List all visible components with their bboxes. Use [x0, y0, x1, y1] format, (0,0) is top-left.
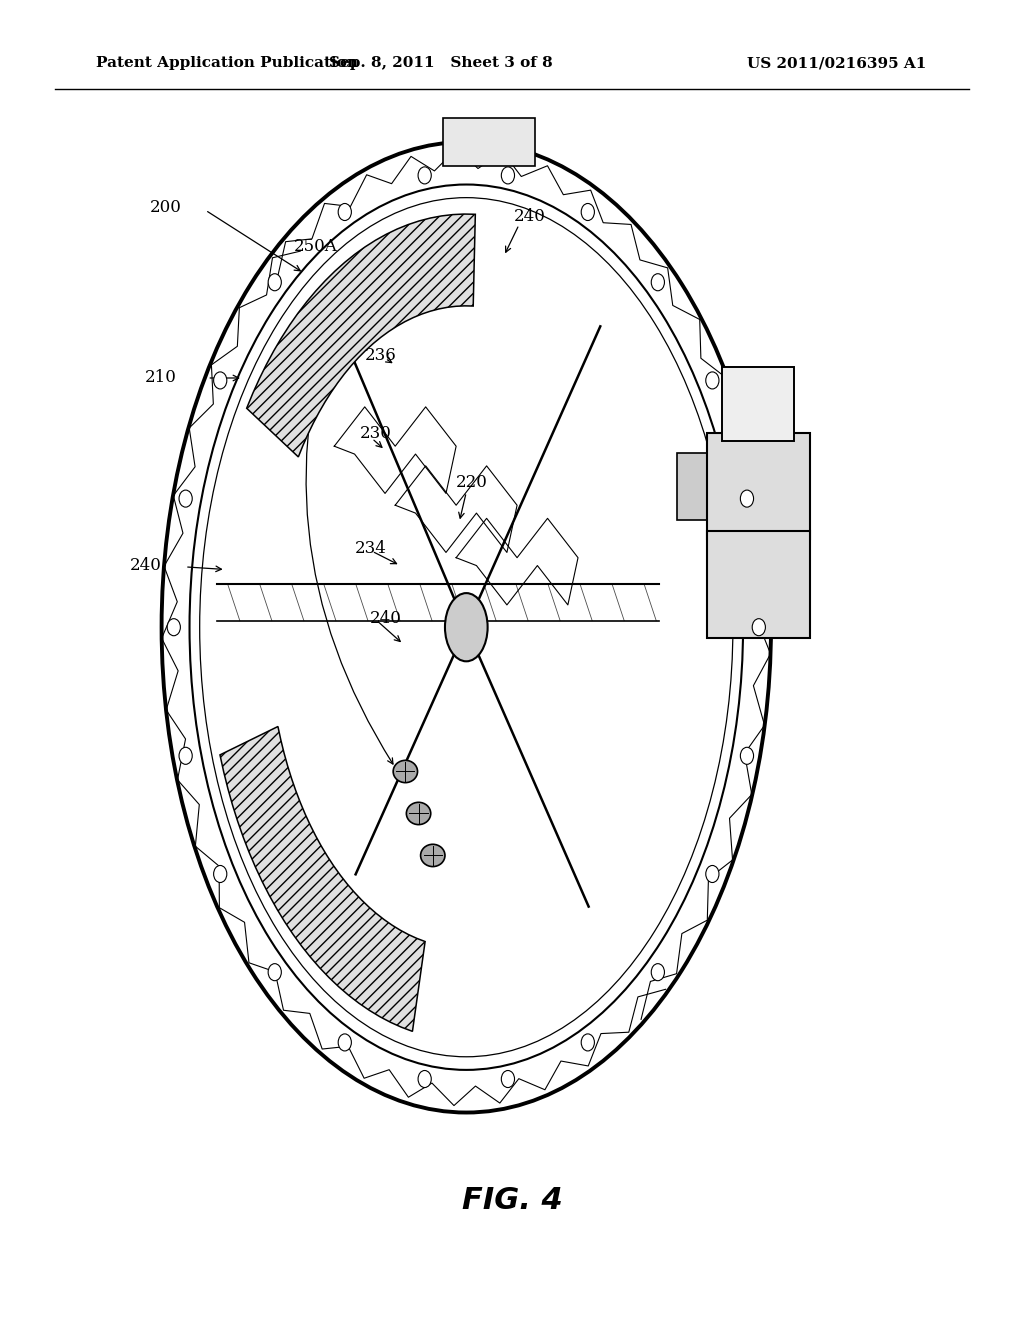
Text: US 2011/0216395 A1: US 2011/0216395 A1: [748, 57, 927, 70]
Ellipse shape: [421, 845, 445, 867]
Circle shape: [179, 747, 193, 764]
Circle shape: [706, 372, 719, 389]
Text: 240: 240: [130, 557, 162, 574]
Circle shape: [338, 1034, 351, 1051]
Circle shape: [740, 490, 754, 507]
Circle shape: [418, 1071, 431, 1088]
Polygon shape: [247, 214, 475, 457]
Circle shape: [214, 372, 227, 389]
Circle shape: [502, 166, 514, 183]
Text: 230: 230: [359, 425, 391, 442]
Text: 240: 240: [514, 209, 546, 226]
Text: FIG. 4: FIG. 4: [462, 1185, 562, 1214]
Circle shape: [268, 273, 282, 290]
Circle shape: [651, 964, 665, 981]
Text: 220: 220: [456, 474, 488, 491]
Ellipse shape: [407, 803, 431, 825]
Ellipse shape: [393, 760, 418, 783]
FancyBboxPatch shape: [722, 367, 795, 441]
Text: Sep. 8, 2011   Sheet 3 of 8: Sep. 8, 2011 Sheet 3 of 8: [329, 57, 553, 70]
Polygon shape: [220, 726, 425, 1031]
Circle shape: [651, 273, 665, 290]
Circle shape: [167, 619, 180, 636]
Circle shape: [582, 1034, 594, 1051]
Text: Patent Application Publication: Patent Application Publication: [95, 57, 357, 70]
Circle shape: [740, 747, 754, 764]
Text: 200: 200: [151, 199, 182, 216]
Circle shape: [179, 490, 193, 507]
Circle shape: [268, 964, 282, 981]
Ellipse shape: [445, 593, 487, 661]
Text: 210: 210: [145, 370, 177, 387]
FancyBboxPatch shape: [443, 119, 536, 165]
FancyBboxPatch shape: [707, 433, 810, 540]
Circle shape: [214, 866, 227, 883]
Text: 236: 236: [365, 347, 396, 364]
Text: 250A: 250A: [294, 239, 337, 255]
Text: 234: 234: [354, 540, 386, 557]
FancyBboxPatch shape: [677, 453, 715, 520]
Circle shape: [582, 203, 594, 220]
Circle shape: [502, 1071, 514, 1088]
Circle shape: [753, 619, 765, 636]
Circle shape: [338, 203, 351, 220]
Text: 250B: 250B: [713, 500, 757, 517]
Circle shape: [706, 866, 719, 883]
Circle shape: [418, 166, 431, 183]
Text: 240: 240: [370, 610, 401, 627]
FancyBboxPatch shape: [707, 532, 810, 638]
